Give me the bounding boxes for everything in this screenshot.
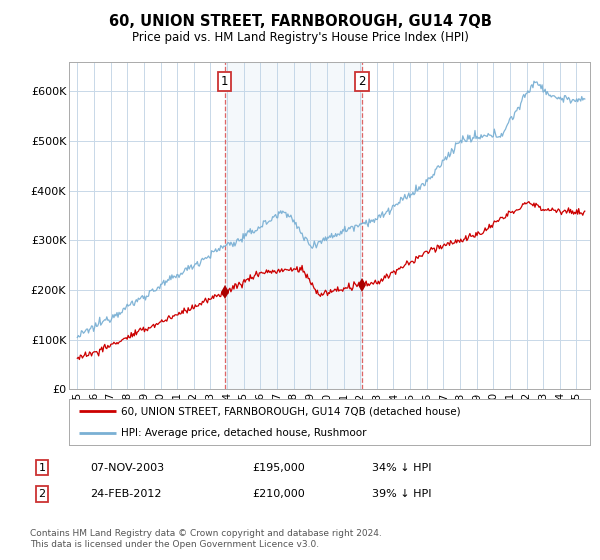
Text: 60, UNION STREET, FARNBOROUGH, GU14 7QB (detached house): 60, UNION STREET, FARNBOROUGH, GU14 7QB … xyxy=(121,406,461,416)
Text: Price paid vs. HM Land Registry's House Price Index (HPI): Price paid vs. HM Land Registry's House … xyxy=(131,31,469,44)
Text: 07-NOV-2003: 07-NOV-2003 xyxy=(90,463,164,473)
Text: Contains HM Land Registry data © Crown copyright and database right 2024.
This d: Contains HM Land Registry data © Crown c… xyxy=(30,529,382,549)
Text: £210,000: £210,000 xyxy=(252,489,305,499)
Text: 34% ↓ HPI: 34% ↓ HPI xyxy=(372,463,431,473)
Text: 2: 2 xyxy=(38,489,46,499)
Text: 1: 1 xyxy=(221,74,229,88)
Text: 1: 1 xyxy=(38,463,46,473)
Text: HPI: Average price, detached house, Rushmoor: HPI: Average price, detached house, Rush… xyxy=(121,428,367,438)
Text: 24-FEB-2012: 24-FEB-2012 xyxy=(90,489,161,499)
Bar xyxy=(224,62,362,389)
Text: 60, UNION STREET, FARNBOROUGH, GU14 7QB: 60, UNION STREET, FARNBOROUGH, GU14 7QB xyxy=(109,14,491,29)
Text: 39% ↓ HPI: 39% ↓ HPI xyxy=(372,489,431,499)
Text: 2: 2 xyxy=(358,74,366,88)
Text: £195,000: £195,000 xyxy=(252,463,305,473)
